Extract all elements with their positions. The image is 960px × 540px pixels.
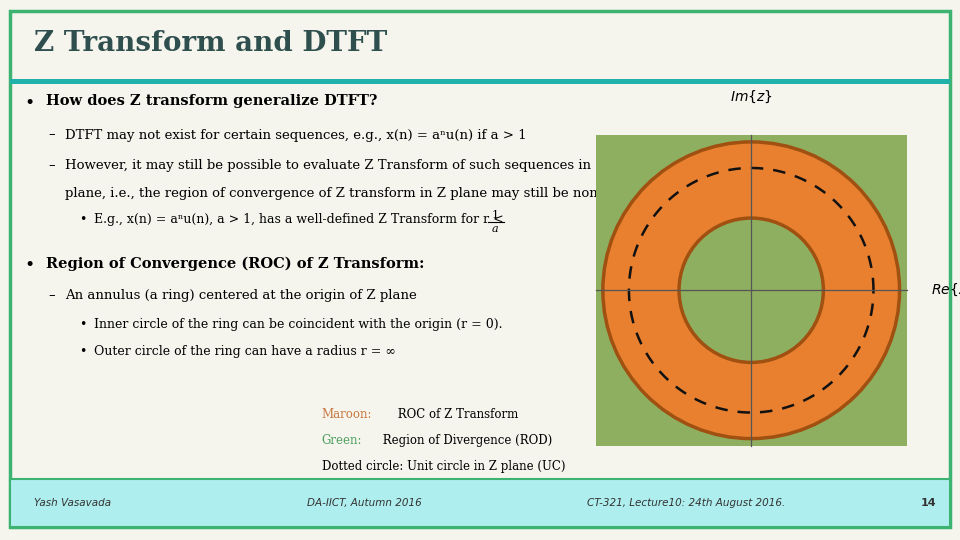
Text: Outer circle of the ring can have a radius r = ∞: Outer circle of the ring can have a radi…	[94, 345, 396, 357]
Bar	[10, 479, 950, 526]
Text: 1: 1	[492, 210, 499, 220]
Text: Maroon:: Maroon:	[322, 408, 372, 421]
Text: plane, i.e., the region of convergence of Z transform in Z plane may still be no: plane, i.e., the region of convergence o…	[65, 187, 627, 200]
Text: •: •	[24, 94, 35, 112]
Text: Green:: Green:	[322, 434, 362, 447]
Text: a: a	[492, 224, 498, 234]
Text: However, it may still be possible to evaluate Z Transform of such sequences in s: However, it may still be possible to eva…	[65, 159, 744, 172]
Text: Z Transform and DTFT: Z Transform and DTFT	[34, 30, 387, 57]
Circle shape	[679, 218, 824, 362]
Text: Region of Convergence (ROC) of Z Transform:: Region of Convergence (ROC) of Z Transfo…	[46, 256, 424, 271]
Text: E.g., x(n) = aⁿu(n), a > 1, has a well-defined Z Transform for r <: E.g., x(n) = aⁿu(n), a > 1, has a well-d…	[94, 213, 504, 226]
Circle shape	[603, 142, 900, 438]
Text: $Im\{z\}$: $Im\{z\}$	[730, 89, 773, 105]
Text: 14: 14	[921, 498, 936, 508]
Text: •: •	[79, 213, 86, 226]
Text: •: •	[24, 256, 35, 274]
Text: ROC of Z Transform: ROC of Z Transform	[394, 408, 517, 421]
Text: •: •	[79, 318, 86, 330]
Text: DTFT may not exist for certain sequences, e.g., x(n) = aⁿu(n) if a > 1: DTFT may not exist for certain sequences…	[65, 129, 527, 141]
Text: Dotted circle: Unit circle in Z plane (UC): Dotted circle: Unit circle in Z plane (U…	[322, 460, 565, 472]
Bar	[10, 79, 950, 84]
Text: Region of Divergence (ROD): Region of Divergence (ROD)	[379, 434, 552, 447]
Text: How does Z transform generalize DTFT?: How does Z transform generalize DTFT?	[46, 94, 377, 109]
Text: –: –	[48, 289, 55, 302]
Text: DA-IICT, Autumn 2016: DA-IICT, Autumn 2016	[307, 498, 422, 508]
Text: –: –	[48, 159, 55, 172]
Text: $Re\{z\}$: $Re\{z\}$	[931, 282, 960, 299]
Text: •: •	[79, 345, 86, 357]
Text: Yash Vasavada: Yash Vasavada	[34, 498, 110, 508]
Text: An annulus (a ring) centered at the origin of Z plane: An annulus (a ring) centered at the orig…	[65, 289, 417, 302]
Text: CT-321, Lecture10: 24th August 2016.: CT-321, Lecture10: 24th August 2016.	[588, 498, 785, 508]
Text: Inner circle of the ring can be coincident with the origin (r = 0).: Inner circle of the ring can be coincide…	[94, 318, 503, 330]
Text: –: –	[48, 129, 55, 141]
